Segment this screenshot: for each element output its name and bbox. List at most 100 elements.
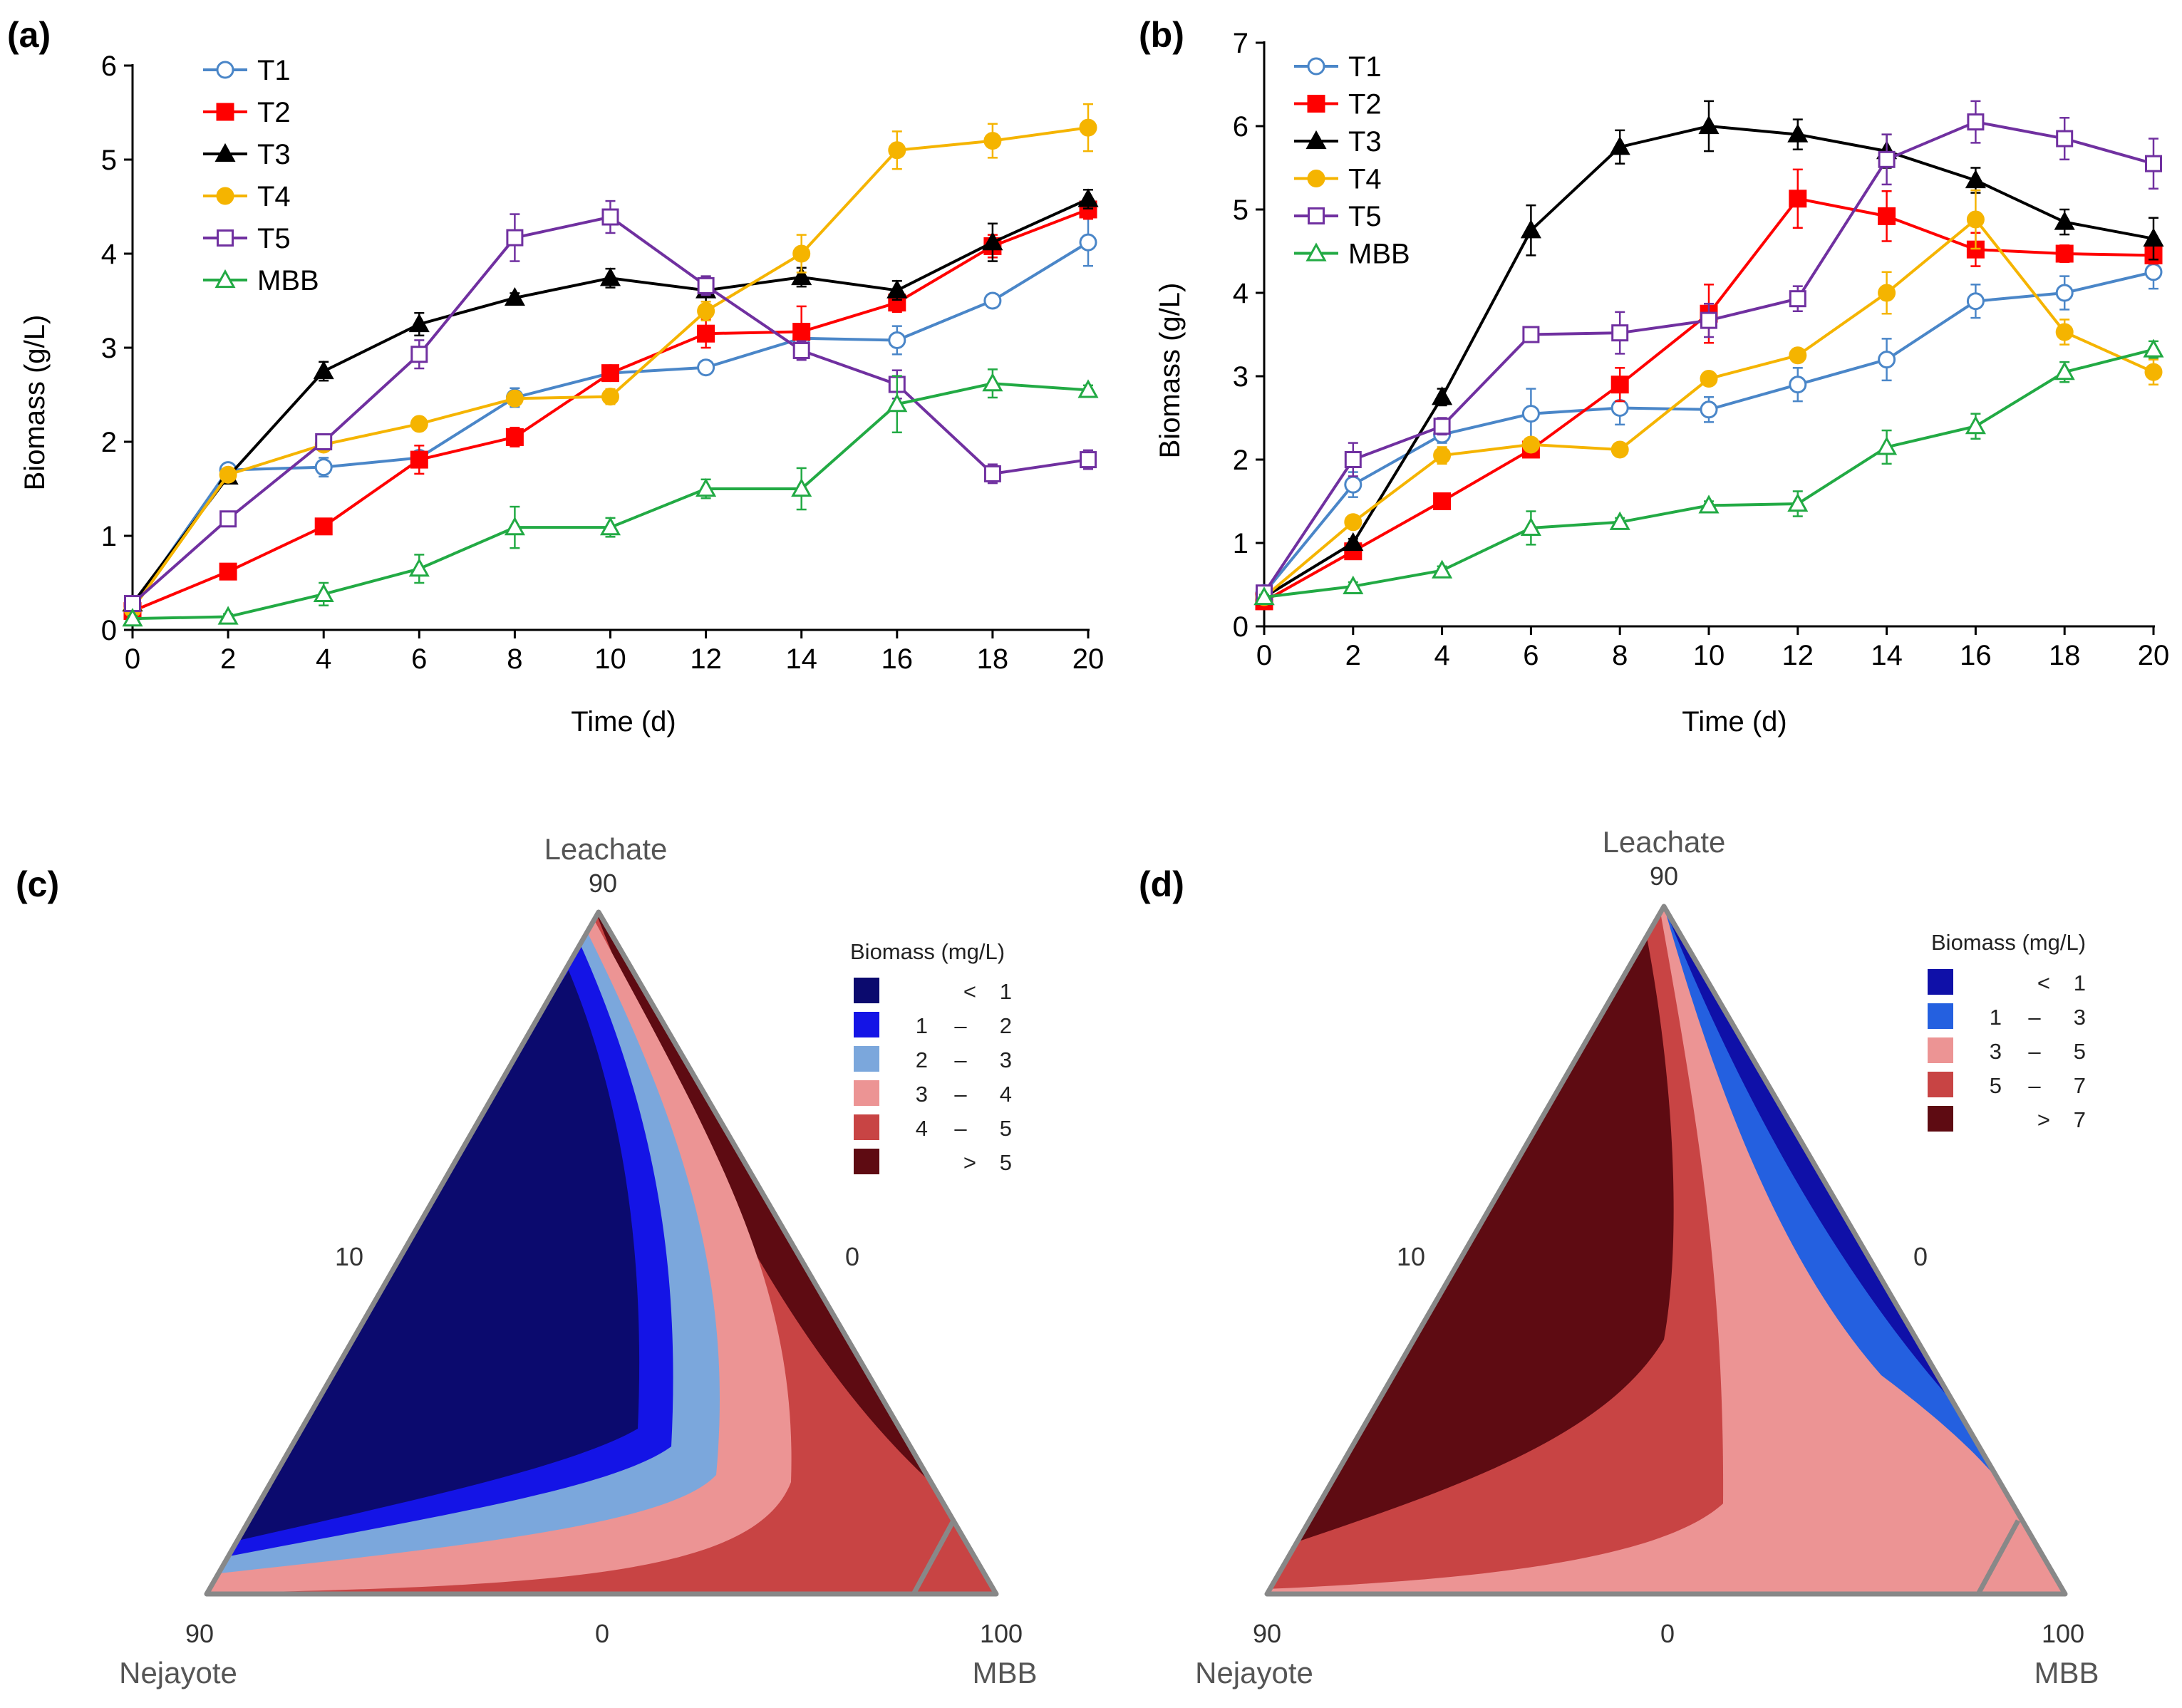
series-t3	[1253, 100, 2164, 606]
series-t2	[1255, 168, 2163, 611]
panel-label-d: (d)	[1139, 864, 1184, 904]
data-point-t5	[1700, 311, 1717, 329]
x-tick-label: 6	[1523, 640, 1539, 671]
y-tick-label: 6	[101, 51, 117, 82]
x-tick-label: 2	[220, 643, 236, 675]
x-tick-label: 18	[977, 643, 1009, 675]
data-point-mbb	[886, 393, 908, 413]
y-tick-label: 7	[1233, 28, 1248, 59]
panel-label-a: (a)	[7, 15, 51, 55]
data-point-t4	[2055, 323, 2074, 341]
data-point-t3	[1077, 188, 1099, 207]
data-point-t3	[504, 286, 525, 306]
legend-swatch	[854, 1149, 879, 1174]
data-point-t5	[1789, 290, 1806, 308]
x-tick-label: 4	[1434, 640, 1449, 671]
legend-swatch	[854, 1012, 879, 1037]
legend-range-dash: –	[2028, 1039, 2041, 1064]
data-point-mbb	[696, 477, 717, 497]
data-point-mbb	[1520, 517, 1541, 537]
x-tick-label: 2	[1345, 640, 1361, 671]
x-tick-label: 8	[1612, 640, 1628, 671]
x-tick-label: 16	[881, 643, 914, 675]
data-point-t1	[1789, 376, 1807, 394]
data-point-t5	[1522, 326, 1540, 343]
series-line-mbb	[132, 382, 1089, 621]
data-point-t1	[1079, 233, 1097, 252]
data-point-mbb	[1343, 575, 1364, 594]
legend-value: 1	[2074, 971, 2086, 995]
data-point-t3	[1965, 169, 1986, 189]
contour-legend-d: Biomass (mg/L) <1 1 – 3 3 – 5 5 – 7 > 7	[1928, 930, 2086, 1132]
legend-swatch	[1928, 1106, 1953, 1132]
legend-range-high: 4	[1000, 1082, 1012, 1107]
data-point-t5	[219, 510, 237, 528]
legend-range-high: 3	[2074, 1005, 2086, 1030]
data-point-mbb	[1965, 415, 1986, 435]
vertex-value-right-d: 100	[2042, 1619, 2084, 1648]
data-point-t3	[408, 313, 430, 333]
series-mbb	[122, 368, 1099, 627]
ternary-outline-c	[204, 909, 999, 1597]
y-tick-label: 3	[1233, 361, 1248, 393]
x-axis-title-b: Time (d)	[1682, 706, 1787, 737]
data-point-t3	[1432, 386, 1453, 405]
data-point-t1	[1344, 475, 1363, 494]
data-point-t4	[888, 141, 906, 160]
legend-marker-t1	[1307, 57, 1325, 76]
legend-marker-t3	[214, 143, 236, 162]
data-point-t2	[314, 517, 333, 536]
panel-label-c: (c)	[16, 864, 59, 904]
vertex-label-right-d: MBB	[2034, 1656, 2099, 1689]
x-tick-label: 14	[1871, 640, 1903, 671]
x-tick-label: 8	[507, 643, 522, 675]
ternary-panel-c: (c) Leachate 90 10 0 90 0 100 Nejayote M…	[16, 832, 1038, 1689]
data-point-t1	[697, 358, 715, 377]
legend-marker-mbb	[1305, 242, 1327, 262]
legend-range-dash: –	[954, 1047, 967, 1072]
legend-label-t1: T1	[257, 55, 291, 86]
data-point-t4	[1789, 346, 1807, 365]
data-point-t4	[1878, 284, 1896, 302]
x-tick-label: 10	[1693, 640, 1725, 671]
legend-title-c: Biomass (mg/L)	[850, 939, 1005, 964]
legend-range-dash: –	[954, 1013, 967, 1038]
series-line-t5	[1263, 120, 2154, 594]
y-tick-label: 0	[1233, 611, 1248, 643]
legend-swatch	[854, 1080, 879, 1106]
data-point-t2	[601, 364, 619, 383]
data-point-t1	[983, 291, 1002, 310]
data-point-t4	[1966, 210, 1985, 229]
legend-range-high: 7	[2074, 1073, 2086, 1098]
data-point-mbb	[1876, 436, 1898, 455]
y-tick-label: 4	[1233, 278, 1248, 309]
x-tick-label: 6	[411, 643, 427, 675]
y-tick-label: 2	[101, 427, 117, 458]
data-point-t5	[2145, 155, 2162, 172]
legend-value: 1	[1000, 979, 1012, 1004]
data-point-t3	[599, 267, 621, 286]
vertex-label-left-c: Nejayote	[119, 1656, 237, 1689]
legend-range-dash: –	[954, 1116, 967, 1141]
data-point-mbb	[1077, 379, 1099, 398]
data-point-t2	[505, 428, 524, 446]
legend-a: T1 T2 T3 T4 T5 MBB	[203, 55, 319, 296]
legend-label-t4: T4	[1348, 164, 1382, 195]
legend-swatch	[1928, 1037, 1953, 1063]
data-point-t3	[1698, 115, 1720, 135]
data-point-t4	[410, 415, 428, 433]
data-point-mbb	[2143, 338, 2164, 358]
data-point-t5	[601, 208, 619, 226]
data-point-t5	[1344, 451, 1362, 468]
legend-swatch	[1928, 1003, 1953, 1029]
ternary-panel-d: (d) Leachate 90 10 0 90 0 100 Nejayote M…	[1139, 825, 2099, 1689]
data-point-t2	[697, 324, 715, 343]
legend-label-t2: T2	[257, 97, 291, 128]
y-axis-title-b: Biomass (g/L)	[1154, 283, 1186, 459]
legend-label-mbb: MBB	[1348, 239, 1410, 270]
legend-value: 5	[1000, 1150, 1012, 1175]
series-group-a	[122, 103, 1099, 627]
data-point-mbb	[1253, 586, 1275, 606]
